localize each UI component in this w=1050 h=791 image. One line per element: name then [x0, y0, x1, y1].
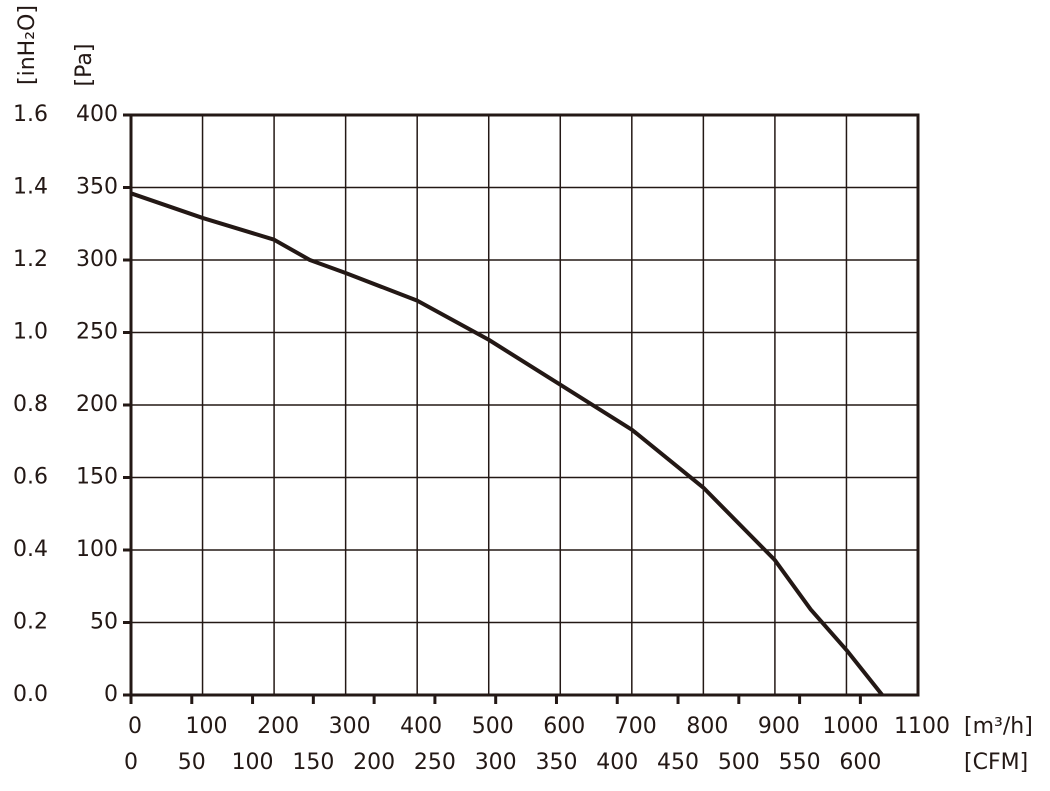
y2-tick-label: 0.0	[13, 682, 48, 707]
y2-tick-label: 0.6	[13, 465, 48, 490]
y2-tick-label: 1.6	[13, 102, 48, 127]
x2-tick-label: 50	[178, 750, 206, 775]
y2-tick-label: 0.2	[13, 610, 48, 635]
x2-tick-label: 150	[292, 750, 334, 775]
y2-axis-label: [inH₂O]	[15, 5, 40, 85]
x2-tick-label: 400	[596, 750, 638, 775]
x-tick-label: 500	[472, 714, 514, 739]
x-tick-label: 100	[186, 714, 228, 739]
x-tick-label: 0	[128, 714, 142, 739]
x2-tick-label: 300	[475, 750, 517, 775]
x2-tick-label: 600	[839, 750, 881, 775]
x-tick-label: 600	[543, 714, 585, 739]
y2-tick-label: 0.4	[13, 537, 48, 562]
y-tick-label: 350	[76, 175, 118, 200]
y2-tick-label: 1.2	[13, 247, 48, 272]
x2-tick-label: 250	[414, 750, 456, 775]
x-tick-label: 400	[400, 714, 442, 739]
x2-axis-label: [CFM]	[964, 750, 1028, 775]
y-tick-label: 0	[104, 682, 118, 707]
y-tick-label: 200	[76, 392, 118, 417]
line	[130, 191, 884, 697]
x-tick-label: 200	[257, 714, 299, 739]
x2-tick-label: 550	[779, 750, 821, 775]
y-tick-label: 150	[76, 465, 118, 490]
y-tick-label: 250	[76, 320, 118, 345]
x-axis-label: [m³/h]	[964, 714, 1033, 739]
plot-frame	[129, 113, 920, 697]
x2-tick-label: 200	[353, 750, 395, 775]
x2-tick-label: 450	[657, 750, 699, 775]
x-tick-label: 1000	[822, 714, 878, 739]
y2-tick-label: 1.4	[13, 175, 48, 200]
x2-tick-label: 100	[232, 750, 274, 775]
x-tick-label: 1100	[894, 714, 950, 739]
y-tick-label: 400	[76, 102, 118, 127]
x-tick-label: 900	[758, 714, 800, 739]
y2-tick-label: 1.0	[13, 320, 48, 345]
x-tick-label: 300	[329, 714, 371, 739]
y2-tick-label: 0.8	[13, 392, 48, 417]
y-tick-label: 300	[76, 247, 118, 272]
x-tick-label: 800	[686, 714, 728, 739]
y-axis-label: [Pa]	[72, 44, 97, 87]
x2-tick-label: 350	[535, 750, 577, 775]
x-tick-label: 700	[615, 714, 657, 739]
x2-tick-label: 500	[718, 750, 760, 775]
y-tick-label: 50	[90, 610, 118, 635]
y-tick-label: 100	[76, 537, 118, 562]
x2-tick-label: 0	[124, 750, 138, 775]
